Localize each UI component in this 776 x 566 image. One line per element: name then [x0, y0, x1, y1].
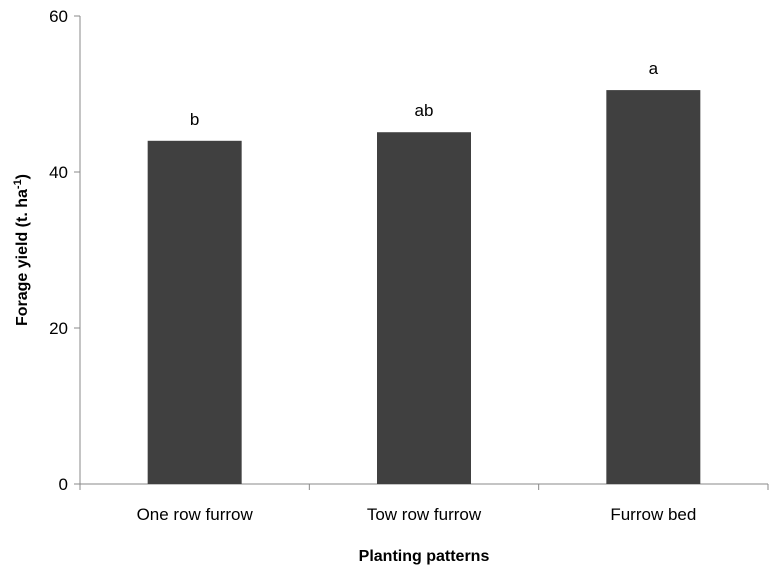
- x-axis-title: Planting patterns: [359, 548, 490, 565]
- y-axis-ticks: 0 20 40 60: [49, 7, 80, 494]
- bar-annotations: b ab a: [190, 59, 659, 129]
- x-tick-label: Tow row furrow: [367, 505, 482, 524]
- bar: [377, 132, 471, 484]
- y-tick-label: 0: [59, 475, 68, 494]
- bar: [606, 90, 701, 484]
- x-tick-label: One row furrow: [137, 505, 254, 524]
- x-tick-label: Furrow bed: [610, 505, 696, 524]
- y-axis-title: Forage yield (t. ha-1): [12, 174, 31, 326]
- bar: [147, 140, 242, 485]
- bar-annotation: ab: [415, 101, 434, 120]
- x-axis-ticks: [79, 484, 769, 490]
- bar-annotation: b: [190, 110, 199, 129]
- y-tick-label: 20: [49, 319, 68, 338]
- bar-series: [147, 90, 701, 485]
- y-axis-title-superscript: -1: [12, 179, 24, 189]
- y-tick-label: 40: [49, 163, 68, 182]
- x-tick-labels: One row furrow Tow row furrow Furrow bed: [137, 505, 697, 524]
- bar-annotation: a: [649, 59, 659, 78]
- y-tick-label: 60: [49, 7, 68, 26]
- y-axis-title-close: ): [14, 174, 31, 179]
- y-axis-title-main: Forage yield (t. ha: [14, 189, 31, 326]
